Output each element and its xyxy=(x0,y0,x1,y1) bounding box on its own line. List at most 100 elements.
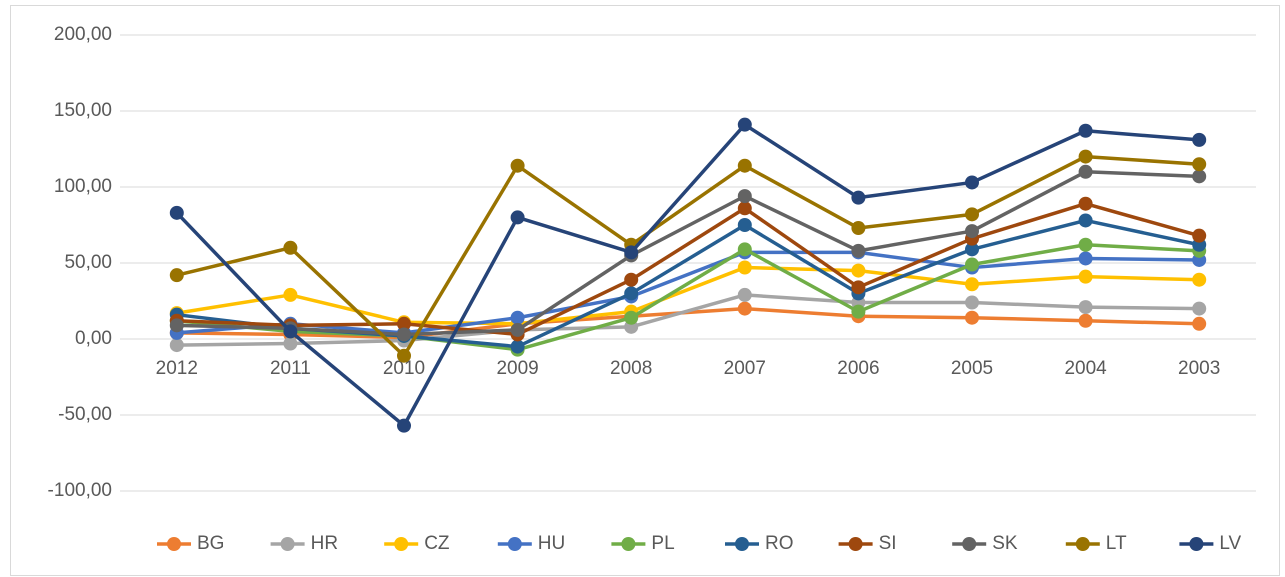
data-point xyxy=(965,295,979,310)
data-point xyxy=(169,338,184,353)
data-point xyxy=(1078,251,1093,266)
x-tick-label: 2010 xyxy=(383,358,425,379)
data-point xyxy=(965,175,979,190)
legend-marker xyxy=(394,537,409,551)
legend-marker xyxy=(507,537,522,551)
data-point xyxy=(1078,123,1093,138)
legend-label: HU xyxy=(538,533,565,554)
data-point xyxy=(965,207,979,222)
data-point xyxy=(1192,169,1207,184)
data-point xyxy=(624,286,639,301)
data-point xyxy=(1078,164,1093,179)
data-point xyxy=(737,242,752,257)
data-point xyxy=(1078,237,1093,252)
legend-marker xyxy=(1189,537,1204,551)
data-point xyxy=(1078,300,1093,315)
data-point xyxy=(965,242,979,257)
x-tick-label: 2011 xyxy=(270,358,311,379)
x-tick-label: 2005 xyxy=(951,358,993,379)
data-point xyxy=(851,243,866,258)
x-tick-label: 2007 xyxy=(724,358,766,379)
data-point xyxy=(851,280,866,295)
series-line xyxy=(175,122,1200,428)
data-point xyxy=(1078,213,1093,228)
data-point xyxy=(1192,228,1207,243)
data-point xyxy=(283,336,298,351)
legend-label: RO xyxy=(765,533,794,554)
legend-marker xyxy=(848,537,863,551)
data-point xyxy=(1192,157,1207,172)
data-point xyxy=(510,339,525,354)
data-point xyxy=(1078,196,1093,211)
data-point xyxy=(510,158,525,173)
legend-label: LT xyxy=(1106,533,1127,554)
data-point xyxy=(169,205,184,220)
legend-marker xyxy=(167,537,181,551)
data-point xyxy=(169,318,184,333)
data-point xyxy=(851,304,866,319)
data-point xyxy=(965,257,979,272)
legend-marker xyxy=(280,537,295,551)
data-point xyxy=(397,348,411,363)
x-tick-label: 2012 xyxy=(156,358,198,379)
data-point xyxy=(965,310,979,325)
x-tick-label: 2006 xyxy=(837,358,879,379)
data-point xyxy=(624,245,639,260)
series-line xyxy=(176,154,1200,358)
data-point xyxy=(851,190,866,205)
data-point xyxy=(397,316,411,331)
data-point xyxy=(1078,313,1093,328)
y-tick-label: 200,00 xyxy=(54,24,112,45)
data-point xyxy=(283,324,298,339)
data-point xyxy=(851,221,866,236)
y-tick-label: 100,00 xyxy=(54,176,112,197)
data-point xyxy=(851,263,866,278)
data-point xyxy=(965,224,979,239)
y-tick-label: -50,00 xyxy=(58,404,112,425)
data-point xyxy=(1192,316,1207,331)
y-tick-label: 0,00 xyxy=(75,328,112,349)
data-point xyxy=(397,327,411,342)
data-point xyxy=(1192,272,1207,287)
data-point xyxy=(397,418,411,433)
x-tick-label: 2004 xyxy=(1064,358,1107,379)
data-point xyxy=(737,117,752,132)
legend-marker xyxy=(962,537,977,551)
data-point xyxy=(737,260,752,275)
data-point xyxy=(1192,301,1207,316)
legend-label: SI xyxy=(879,533,897,554)
data-point xyxy=(737,301,752,316)
series-line xyxy=(176,170,1200,337)
y-tick-label: -100,00 xyxy=(48,480,112,501)
data-point xyxy=(283,240,298,255)
legend-label: CZ xyxy=(424,533,450,554)
data-point xyxy=(510,310,525,325)
legend-label: SK xyxy=(992,533,1018,554)
data-point xyxy=(737,287,752,302)
data-point xyxy=(737,158,752,173)
y-tick-label: 150,00 xyxy=(54,100,112,121)
x-tick-label: 2008 xyxy=(610,358,652,379)
series-line xyxy=(176,265,1200,326)
series-line xyxy=(176,293,1200,347)
data-point xyxy=(169,268,184,283)
x-tick-label: 2003 xyxy=(1178,358,1220,379)
data-point xyxy=(283,287,298,302)
data-point xyxy=(1192,132,1207,147)
data-point xyxy=(1078,149,1093,164)
data-point xyxy=(737,201,752,216)
data-point xyxy=(737,218,752,232)
data-point xyxy=(624,310,639,325)
legend-label: LV xyxy=(1219,533,1241,554)
data-point xyxy=(510,210,525,225)
legend-marker xyxy=(735,537,749,551)
series-line xyxy=(176,201,1200,337)
legend-label: BG xyxy=(197,533,224,554)
legend-marker xyxy=(1075,537,1090,551)
data-point xyxy=(624,272,639,287)
data-point xyxy=(737,189,752,204)
y-tick-label: 50,00 xyxy=(64,252,112,273)
data-point xyxy=(965,277,979,292)
legend-label: PL xyxy=(651,533,674,554)
